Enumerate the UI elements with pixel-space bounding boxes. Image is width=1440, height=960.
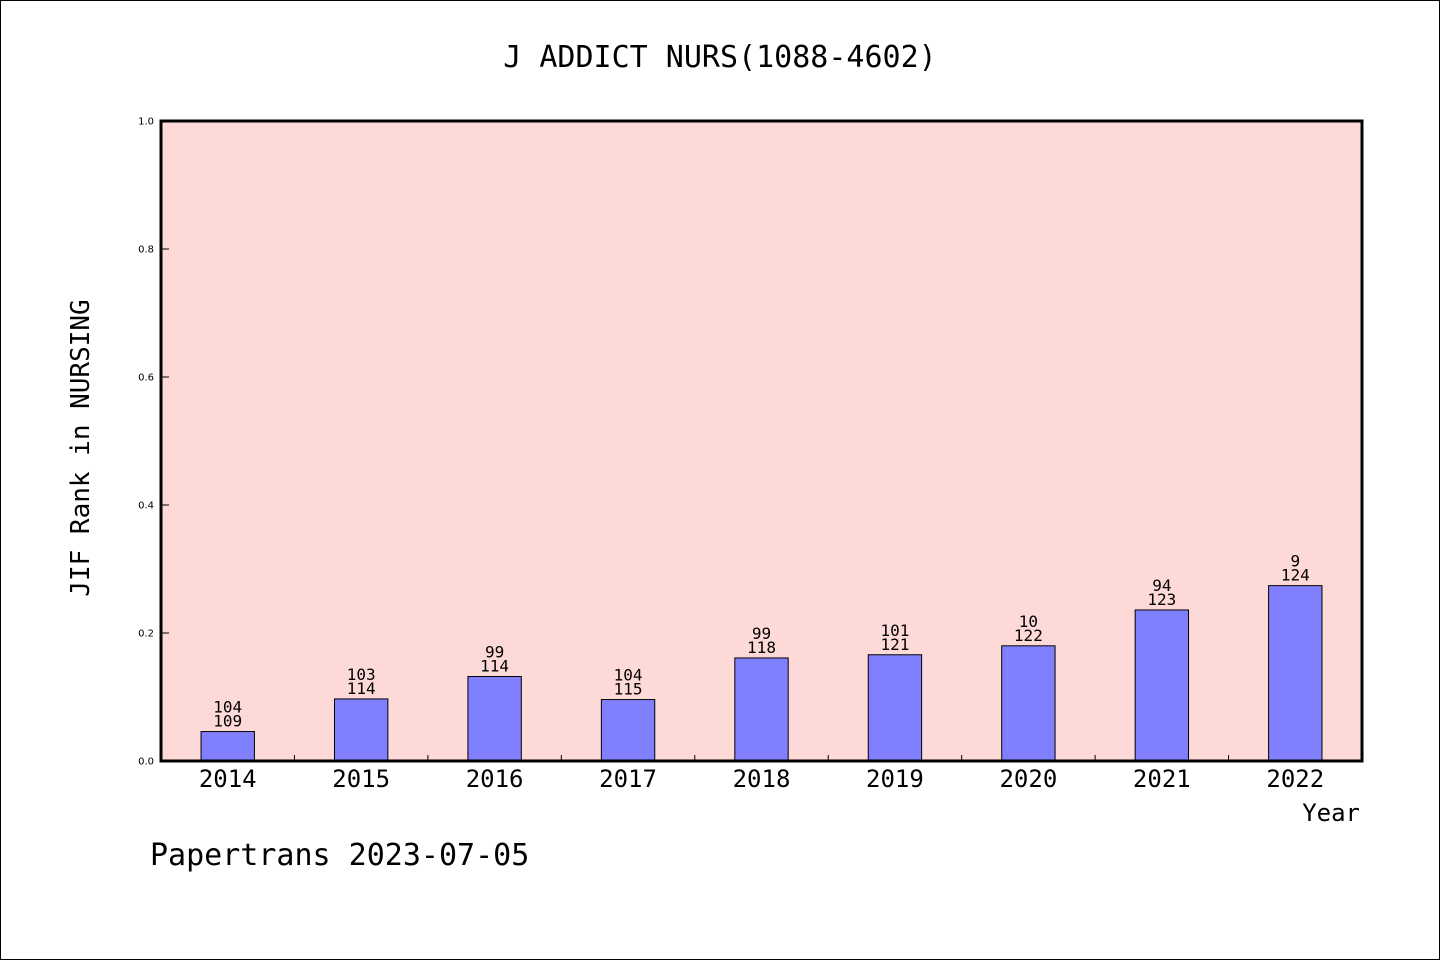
bar-label-rank-2016: 99 [485,643,504,662]
bar-2019 [867,654,923,762]
y-tick-label-5: 1.0 [138,117,154,128]
y-tick-label-3: 0.6 [138,373,154,384]
footer-watermark: Papertrans 2023-07-05 [150,838,529,873]
bar-2016 [467,676,522,762]
y-tick-label-1: 0.2 [138,629,154,640]
x-axis-ticks: 2014 2015 2016 2017 2018 2019 2020 2021 2022 [199,755,1324,793]
y-tick-label-0: 0.0 [138,757,154,768]
x-tick-label-2014: 2014 [199,765,257,793]
bar-label-total-2020: 122 [1014,626,1043,645]
x-axis-label: Year [1302,799,1360,827]
x-tick-label-2015: 2015 [332,765,390,793]
bar-label-rank-2022: 9 [1290,552,1300,571]
bar-label-total-2019: 121 [880,635,909,654]
bar-label-total-2017: 115 [614,680,643,699]
y-tick-label-2: 0.4 [138,501,154,512]
x-tick-label-2018: 2018 [733,765,791,793]
bar-label-total-2014: 109 [213,712,242,731]
bar-label-rank-2021: 94 [1152,576,1171,595]
bar-label-rank-2019: 101 [880,621,909,640]
bar-2021 [1134,609,1190,762]
x-tick-label-2017: 2017 [599,765,657,793]
plot-frame [159,119,1364,763]
bar-label-total-2015: 114 [347,679,376,698]
bar-label-total-2021: 123 [1147,590,1176,609]
x-tick-label-2022: 2022 [1266,765,1324,793]
bar-label-rank-2020: 10 [1019,612,1038,631]
bar-2015 [333,698,389,762]
bar-2017 [600,699,656,762]
bar-label-total-2022: 124 [1281,566,1310,585]
bar-2022 [1268,585,1323,762]
x-tick-label-2019: 2019 [866,765,924,793]
bar-label-total-2018: 118 [747,638,776,657]
bar-2018 [734,657,789,762]
chart-title: J ADDICT NURS(1088-4602) [503,40,936,75]
bar-2020 [1001,645,1056,762]
bar-2014 [200,731,255,762]
bar-label-total-2016: 114 [480,657,509,676]
bars-layer [200,585,1323,762]
x-tick-label-2016: 2016 [466,765,524,793]
bar-label-rank-2018: 99 [752,624,771,643]
x-tick-label-2020: 2020 [999,765,1057,793]
bar-label-rank-2014: 104 [213,698,242,717]
y-axis-label: JIF Rank in NURSING [66,299,96,596]
x-tick-label-2021: 2021 [1133,765,1191,793]
bar-label-rank-2017: 104 [614,666,643,685]
y-tick-label-4: 0.8 [138,245,154,256]
bar-label-rank-2015: 103 [347,665,376,684]
